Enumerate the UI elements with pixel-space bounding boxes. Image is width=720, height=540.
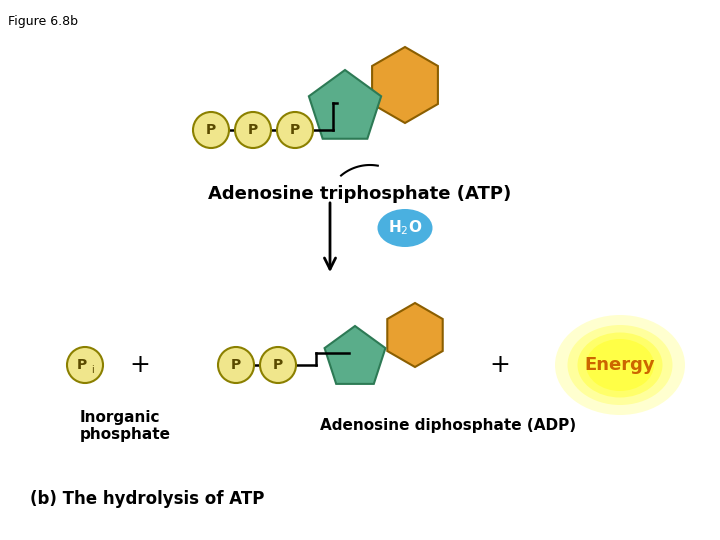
Text: Inorganic
phosphate: Inorganic phosphate <box>80 410 171 442</box>
Text: Energy: Energy <box>585 356 655 374</box>
Ellipse shape <box>377 209 433 247</box>
Polygon shape <box>387 303 443 367</box>
Text: +: + <box>130 353 150 377</box>
Circle shape <box>235 112 271 148</box>
Circle shape <box>260 347 296 383</box>
Polygon shape <box>309 70 381 139</box>
Text: Adenosine diphosphate (ADP): Adenosine diphosphate (ADP) <box>320 418 576 433</box>
Text: P: P <box>273 358 283 372</box>
Polygon shape <box>372 47 438 123</box>
Ellipse shape <box>567 325 672 405</box>
Text: i: i <box>91 365 94 375</box>
Polygon shape <box>325 326 385 384</box>
Text: Figure 6.8b: Figure 6.8b <box>8 15 78 28</box>
Text: (b) The hydrolysis of ATP: (b) The hydrolysis of ATP <box>30 490 264 508</box>
Text: P: P <box>206 123 216 137</box>
Text: P: P <box>231 358 241 372</box>
Text: P: P <box>77 358 87 372</box>
Text: H$_2$O: H$_2$O <box>388 219 422 238</box>
Text: Adenosine triphosphate (ATP): Adenosine triphosphate (ATP) <box>208 185 512 203</box>
Ellipse shape <box>586 339 654 391</box>
Text: +: + <box>490 353 510 377</box>
Circle shape <box>193 112 229 148</box>
Circle shape <box>277 112 313 148</box>
Circle shape <box>218 347 254 383</box>
Ellipse shape <box>555 315 685 415</box>
Text: P: P <box>290 123 300 137</box>
Ellipse shape <box>577 333 662 397</box>
Text: P: P <box>248 123 258 137</box>
Circle shape <box>67 347 103 383</box>
